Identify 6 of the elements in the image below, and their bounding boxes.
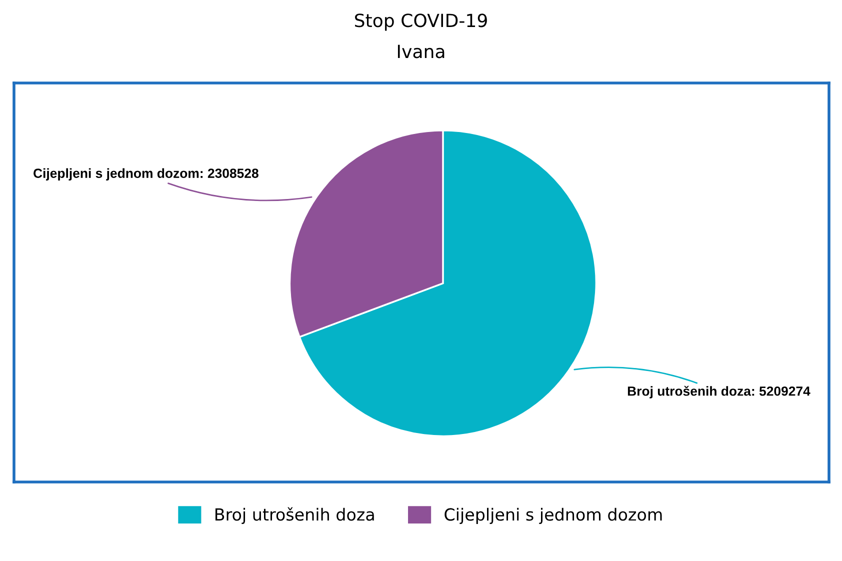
chart-subtitle: Ivana (398, 44, 444, 58)
legend-label: Broj utrošenih doza (215, 507, 374, 524)
chart-title: Stop COVID-19 (355, 14, 487, 31)
legend-label: Cijepljeni s jednom dozom (444, 508, 662, 524)
data-label: Cijepljeni s jednom dozom: 2308528 (34, 168, 258, 181)
data-label: Broj utrošenih doza: 5209274 (628, 386, 810, 398)
